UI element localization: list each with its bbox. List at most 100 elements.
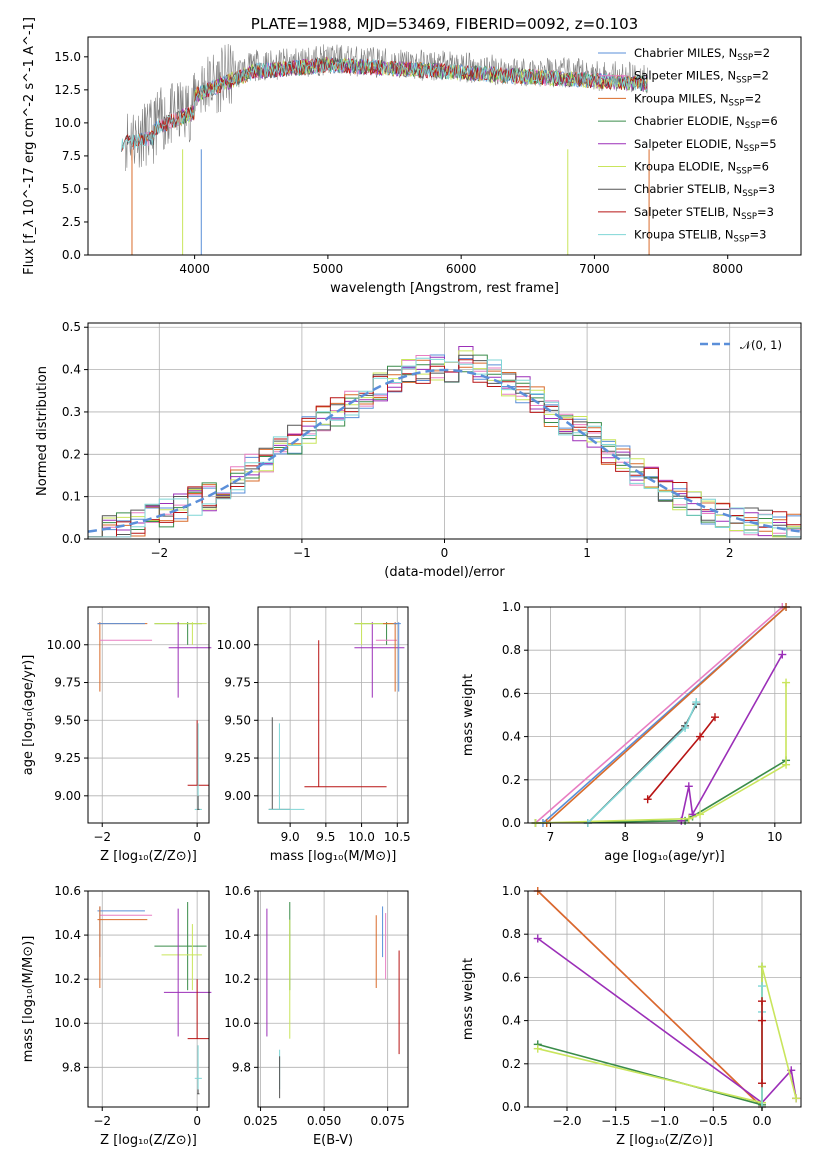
chart-title: PLATE=1988, MJD=53469, FIBERID=0092, z=0… bbox=[251, 15, 638, 33]
y-tick-label: 0.2 bbox=[502, 773, 521, 787]
y-tick-label: 9.50 bbox=[224, 713, 251, 727]
model-spectrum-kroupa_stelib bbox=[120, 58, 647, 152]
legend-entry-sub: SSP bbox=[737, 53, 753, 63]
legend-entry-value: =6 bbox=[752, 160, 769, 174]
legend-entry-value: =3 bbox=[757, 205, 774, 219]
series-line-kroupa_elodie bbox=[537, 966, 797, 1104]
y-tick-label: 15.0 bbox=[54, 50, 81, 64]
axes-frame bbox=[257, 606, 409, 824]
y-tick-label: 9.75 bbox=[224, 676, 251, 690]
y-tick-label: 9.8 bbox=[232, 1060, 251, 1074]
y-tick-label: 0.0 bbox=[62, 532, 81, 546]
x-tick-label: −0.5 bbox=[699, 1114, 728, 1128]
legend-entry-value: =2 bbox=[752, 69, 769, 83]
y-tick-label: 9.25 bbox=[54, 751, 81, 765]
y-axis-label: age [log₁₀(age/yr)] bbox=[21, 655, 36, 776]
x-tick-label: 2 bbox=[726, 546, 734, 560]
axes-frame bbox=[87, 890, 210, 1108]
y-tick-label: 0.0 bbox=[502, 1100, 521, 1114]
y-axis-label: mass weight bbox=[461, 958, 476, 1040]
y-tick-label: 0.2 bbox=[502, 1057, 521, 1071]
legend-entry-value: =5 bbox=[760, 137, 777, 151]
x-axis-label: mass [log₁₀(M/M⊙)] bbox=[270, 849, 397, 864]
y-tick-label: 10.6 bbox=[224, 884, 251, 898]
y-tick-label: 0.8 bbox=[502, 927, 521, 941]
x-tick-label: 0.050 bbox=[307, 1114, 341, 1128]
spectra bbox=[120, 43, 650, 255]
x-tick-label: 7 bbox=[547, 830, 555, 844]
legend-entry-value: =6 bbox=[761, 114, 778, 128]
axes-frame bbox=[87, 36, 802, 256]
x-tick-label: 0.0 bbox=[752, 1114, 771, 1128]
y-tick-label: 0.0 bbox=[62, 248, 81, 262]
y-tick-label: 0.1 bbox=[62, 490, 81, 504]
x-tick-label: 0 bbox=[441, 546, 449, 560]
x-tick-label: −1.0 bbox=[650, 1114, 679, 1128]
series-line-salpeter_elodie bbox=[680, 654, 783, 821]
x-tick-label: 9 bbox=[696, 830, 704, 844]
legend-entry-value: =2 bbox=[753, 46, 770, 60]
legend-entry-label: Kroupa STELIB, NSSP=3 bbox=[634, 228, 766, 245]
series-line-kroupa_miles bbox=[537, 890, 763, 1108]
legend-entry-label: Kroupa ELODIE, NSSP=6 bbox=[634, 160, 769, 177]
x-tick-label: −2 bbox=[150, 546, 168, 560]
plot-area bbox=[266, 902, 400, 1099]
legend-entry-sub: SSP bbox=[734, 235, 750, 245]
x-tick-label: 10 bbox=[767, 830, 782, 844]
legend-entry-label: Chabrier STELIB, NSSP=3 bbox=[634, 182, 775, 199]
histograms bbox=[88, 346, 801, 538]
normal-curve bbox=[88, 368, 801, 533]
y-tick-label: 10.0 bbox=[224, 1016, 251, 1030]
panel-1: 𝒩(0, 1) −2 −1 0 1 2 0.0 0.1 0.2 0.3 0.4 0.5 (data-mo… bbox=[35, 320, 802, 580]
x-tick-label: 4000 bbox=[179, 262, 210, 276]
y-tick-label: 0.4 bbox=[502, 1014, 521, 1028]
x-axis-label: Z [log₁₀(Z/Z⊙)] bbox=[616, 1133, 713, 1148]
series-line-chabrier_elodie bbox=[535, 759, 787, 824]
y-axis-label: Flux [f_λ 10^-17 erg cm^-2 s^-1 A^-1] bbox=[22, 17, 37, 275]
x-axis-label: Z [log₁₀(Z/Z⊙)] bbox=[100, 849, 197, 864]
legend-entry-sub: SSP bbox=[744, 144, 760, 154]
y-axis-label: Normed distribution bbox=[35, 366, 50, 496]
y-tick-label: 10.0 bbox=[54, 1016, 81, 1030]
y-tick-label: 9.75 bbox=[54, 676, 81, 690]
plot-area bbox=[97, 902, 212, 1095]
x-axis-label: age [log₁₀(age/yr)] bbox=[604, 849, 725, 864]
data-spectrum bbox=[125, 43, 648, 172]
x-tick-label: 10.5 bbox=[384, 830, 411, 844]
legend: Chabrier MILES, NSSP=2 Salpeter MILES, NS… bbox=[598, 46, 778, 245]
axes-frame bbox=[527, 606, 802, 824]
x-tick-label: −1 bbox=[293, 546, 311, 560]
plot-area: 𝒩(0, 1) bbox=[88, 338, 801, 538]
axes-frame bbox=[257, 890, 409, 1108]
legend-entry-label: Salpeter STELIB, NSSP=3 bbox=[634, 205, 774, 222]
legend-entry-sub: SSP bbox=[729, 98, 745, 108]
y-tick-label: 7.5 bbox=[62, 149, 81, 163]
y-tick-label: 0.5 bbox=[62, 320, 81, 334]
plot-area bbox=[97, 622, 212, 810]
legend-entry-sub: SSP bbox=[745, 121, 761, 131]
x-tick-label: 0.075 bbox=[370, 1114, 404, 1128]
plot-area bbox=[268, 622, 405, 810]
y-tick-label: 10.2 bbox=[54, 972, 81, 986]
y-axis-label: mass [log₁₀(M/M⊙)] bbox=[21, 936, 36, 1063]
y-tick-label: 1.0 bbox=[502, 884, 521, 898]
legend-entry-label: Salpeter MILES, NSSP=2 bbox=[634, 69, 769, 86]
y-tick-label: 9.00 bbox=[224, 789, 251, 803]
legend-entry-label: Kroupa MILES, NSSP=2 bbox=[634, 91, 761, 108]
y-tick-label: 10.2 bbox=[224, 972, 251, 986]
series-line-chabrier_elodie bbox=[537, 966, 763, 1106]
x-tick-label: 9.5 bbox=[316, 830, 335, 844]
figure-root: Chabrier MILES, NSSP=2 Salpeter MILES, NS… bbox=[21, 15, 802, 1148]
legend-label: 𝒩(0, 1) bbox=[740, 338, 782, 352]
y-tick-label: 0.0 bbox=[502, 816, 521, 830]
x-tick-label: 8000 bbox=[712, 262, 743, 276]
x-tick-label: 0 bbox=[193, 830, 201, 844]
legend-entry-sub: SSP bbox=[736, 167, 752, 177]
x-tick-label: 10.0 bbox=[348, 830, 375, 844]
y-tick-label: 10.00 bbox=[47, 638, 81, 652]
y-tick-label: 0.2 bbox=[62, 447, 81, 461]
x-axis-label: (data-model)/error bbox=[384, 565, 505, 580]
legend-entry-label: Chabrier ELODIE, NSSP=6 bbox=[634, 114, 778, 131]
legend-entry-sub: SSP bbox=[736, 76, 752, 86]
